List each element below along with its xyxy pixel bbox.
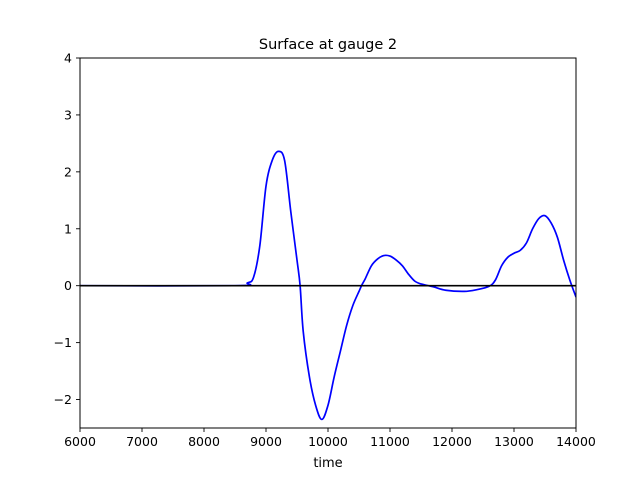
x-tick-label: 11000 [370, 434, 410, 449]
x-tick-label: 14000 [556, 434, 596, 449]
plot-area: 6000 7000 8000 9000 10000 11000 12000 13000 1400… [54, 51, 596, 450]
y-tick-label: −2 [54, 392, 72, 407]
y-tick-label: 2 [64, 164, 72, 179]
y-tick-label: 4 [64, 51, 72, 66]
x-tick-label: 8000 [188, 434, 220, 449]
x-tick-label: 10000 [308, 434, 348, 449]
x-tick-label: 13000 [494, 434, 534, 449]
x-tick-label: 6000 [64, 434, 96, 449]
x-tick-label: 7000 [126, 434, 158, 449]
series-line-0 [80, 150, 576, 421]
axes-frame [79, 57, 577, 429]
y-tick-label: 3 [64, 107, 72, 122]
y-tick-label: 1 [64, 221, 72, 236]
y-tick-label: −1 [54, 335, 72, 350]
x-tick-label: 9000 [250, 434, 282, 449]
chart-title: Surface at gauge 2 [259, 37, 397, 53]
y-tick-label: 0 [64, 278, 72, 293]
x-axis-label: time [313, 456, 342, 471]
x-tick-label: 12000 [432, 434, 472, 449]
